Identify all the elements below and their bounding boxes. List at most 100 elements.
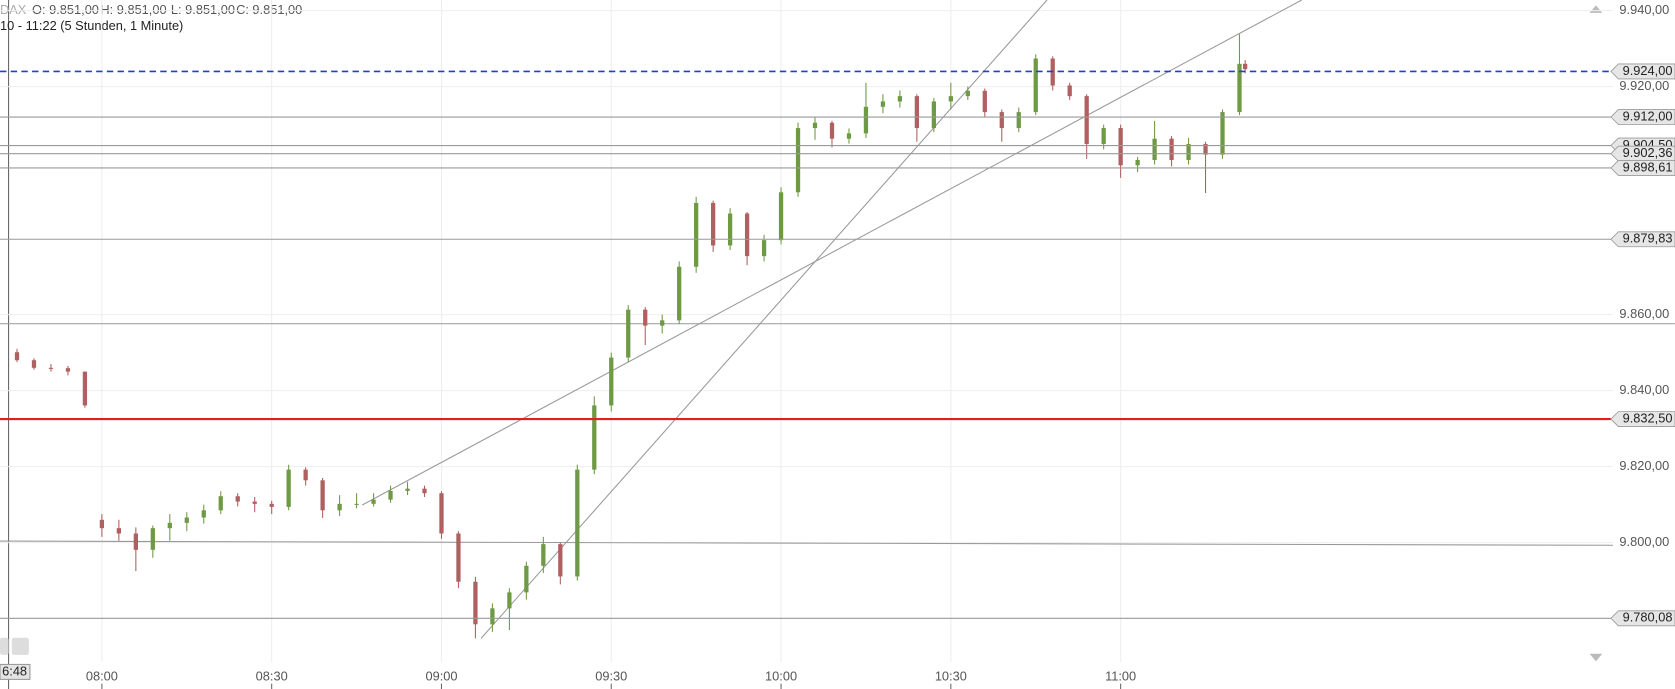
trendline [0, 540, 1614, 546]
candle-body [99, 519, 105, 529]
candle-body [167, 522, 172, 529]
candle-body [524, 565, 529, 593]
candle-body [897, 96, 903, 102]
candle-body [999, 112, 1004, 129]
y-tick-label: 9.820,00 [1619, 458, 1669, 473]
candle-body [320, 480, 325, 511]
candle-body [948, 96, 953, 102]
candle-body [507, 592, 512, 609]
x-tick-label: 10:30 [935, 669, 967, 684]
y-tick-label: 9.920,00 [1619, 78, 1669, 93]
candle-body [829, 122, 835, 139]
y-tick-label: 9.940,00 [1619, 2, 1669, 17]
candle-body [1016, 112, 1021, 129]
candle-body [1067, 85, 1072, 97]
candle-body [1101, 128, 1106, 145]
candle-body [269, 503, 274, 507]
candle-body [337, 503, 342, 511]
candle-body [778, 192, 784, 241]
candle-body [575, 469, 580, 577]
candle-body [761, 240, 767, 257]
candle-body [1118, 128, 1123, 166]
candle-body [286, 469, 291, 507]
candle-body [643, 309, 648, 326]
candle-body [694, 202, 699, 267]
candle-body [982, 90, 987, 113]
cursor-tag [0, 663, 31, 680]
candle-body [473, 581, 478, 625]
symbol: DAX [0, 2, 27, 17]
candle-body [744, 213, 750, 257]
candle-body [1033, 58, 1038, 113]
candle-body [1152, 138, 1157, 160]
candle-body [541, 544, 546, 566]
candle-body [609, 357, 614, 406]
candle-body [863, 106, 869, 134]
level-label: 9.902,36 [1623, 145, 1673, 160]
range-label: 10 - 11:22 (5 Stunden, 1 Minute) [0, 18, 183, 33]
x-tick-label: 08:00 [86, 669, 118, 684]
candle-body [14, 352, 20, 361]
ohlc-label: C: 9.851,00 [236, 2, 302, 17]
candle-body [1135, 159, 1140, 166]
candle-body [456, 533, 461, 582]
x-tick-label: 09:30 [595, 669, 627, 684]
candle-body [660, 320, 665, 326]
level-label: 9.898,61 [1623, 159, 1673, 174]
level-label: 9.912,00 [1623, 108, 1673, 123]
candle-body [405, 488, 410, 491]
ohlc-label: O: 9.851,00 [32, 2, 99, 17]
level-label: 9.924,00 [1623, 63, 1673, 78]
candle-body [931, 101, 937, 129]
candle-body [1186, 144, 1191, 160]
candle-body [235, 496, 240, 502]
scroll-down-icon[interactable] [1589, 653, 1603, 662]
candle-body [371, 499, 376, 504]
x-tick-label: 10:00 [765, 669, 797, 684]
level-label: 9.879,83 [1623, 231, 1673, 246]
candle-body [31, 360, 37, 368]
candle-body [388, 490, 393, 500]
candle-body [252, 501, 257, 504]
y-tick-label: 9.860,00 [1619, 306, 1669, 321]
candle-body [201, 510, 206, 518]
candle-body [422, 488, 427, 494]
candle-body [184, 517, 189, 523]
candle-body [1169, 138, 1174, 160]
x-tick-label: 08:30 [256, 669, 288, 684]
candle-body [1243, 63, 1248, 70]
candle-body [490, 608, 495, 625]
candle-body [795, 128, 801, 193]
ohlc-label: L: 9.851,00 [171, 2, 235, 17]
trendline [361, 0, 1302, 506]
ohlc-label: H: 9.851,00 [100, 2, 166, 17]
x-tick-label: 09:00 [425, 669, 457, 684]
candle-body [1203, 144, 1208, 155]
candle-body [48, 367, 54, 369]
candle-body [65, 368, 71, 372]
candle-body [558, 544, 563, 577]
cursor-label: 6:48 [2, 663, 27, 678]
tool-button[interactable] [11, 637, 29, 655]
candle-body [1237, 63, 1242, 113]
candle-body [439, 493, 444, 534]
candle-body [133, 533, 138, 550]
candle-body [727, 213, 733, 246]
level-label: 9.832,50 [1623, 411, 1673, 426]
candle-body [1084, 96, 1089, 145]
level-label: 9.780,08 [1623, 610, 1673, 625]
candle-body [711, 202, 716, 246]
candle-body [150, 528, 155, 550]
candle-body [1220, 112, 1225, 155]
candle-body [592, 405, 597, 470]
candle-body [82, 371, 88, 406]
y-tick-label: 9.840,00 [1619, 382, 1669, 397]
tool-button[interactable] [0, 637, 9, 655]
candle-body [116, 528, 122, 534]
candle-body [354, 503, 359, 505]
candle-body [218, 496, 223, 511]
candle-body [677, 266, 682, 321]
candle-body [303, 469, 308, 481]
